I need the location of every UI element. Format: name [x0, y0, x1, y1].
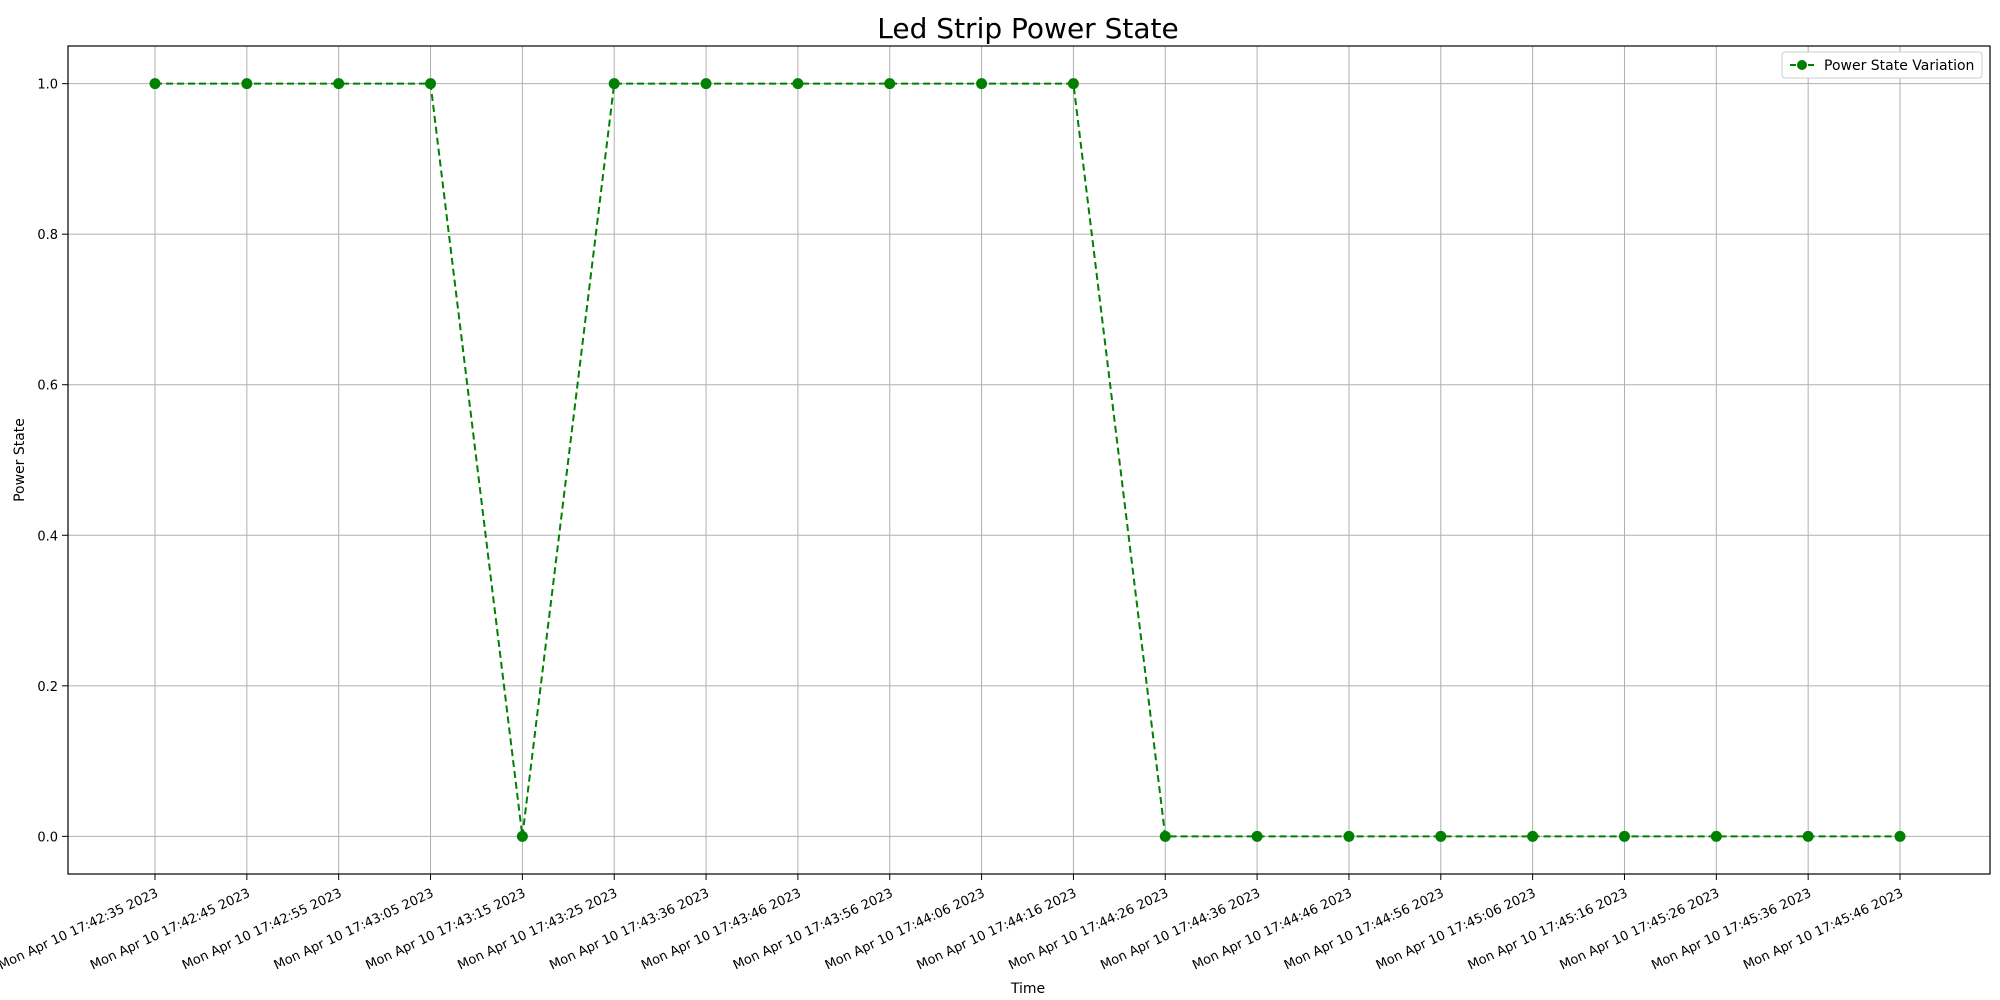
x-axis-label: Time [1010, 981, 1045, 997]
data-point [1618, 830, 1630, 842]
x-tick-label: Mon Apr 10 17:43:15 2023 [364, 886, 528, 973]
x-tick-label: Mon Apr 10 17:44:56 2023 [1282, 886, 1446, 973]
legend-label: Power State Variation [1824, 58, 1974, 74]
legend-marker [1797, 60, 1807, 70]
x-tick-label: Mon Apr 10 17:45:06 2023 [1374, 886, 1538, 973]
x-tick-label: Mon Apr 10 17:44:06 2023 [823, 886, 987, 973]
y-tick-label: 0.8 [37, 228, 58, 243]
x-tick-label: Mon Apr 10 17:43:56 2023 [731, 886, 895, 973]
data-point [1527, 830, 1539, 842]
legend-box [1781, 51, 1983, 79]
data-point [1435, 830, 1447, 842]
y-tick-label: 0.4 [37, 529, 58, 544]
x-tick-label: Mon Apr 10 17:43:46 2023 [639, 886, 803, 973]
y-tick-label: 0.2 [37, 680, 58, 695]
data-point [608, 78, 620, 90]
series-line [155, 82, 1900, 838]
x-tick-label: Mon Apr 10 17:42:35 2023 [0, 886, 161, 973]
legend: Power State Variation [1781, 51, 1983, 79]
data-point [1894, 830, 1906, 842]
data-point [976, 78, 988, 90]
y-axis: 0.0 0.2 0.4 0.6 0.8 1.0 [37, 78, 68, 845]
y-tick-label: 1.0 [37, 78, 58, 93]
grid [68, 46, 1990, 874]
x-tick-label: Mon Apr 10 17:44:16 2023 [915, 886, 1079, 973]
data-point [1343, 830, 1355, 842]
x-tick-label: Mon Apr 10 17:42:45 2023 [88, 886, 252, 973]
y-axis-label: Power State [12, 418, 28, 502]
x-tick-label: Mon Apr 10 17:43:36 2023 [547, 886, 711, 973]
data-point [241, 78, 253, 90]
x-tick-label: Mon Apr 10 17:45:46 2023 [1741, 886, 1905, 973]
x-tick-label: Mon Apr 10 17:45:26 2023 [1558, 886, 1722, 973]
data-point [425, 78, 437, 90]
y-tick-label: 0.0 [37, 830, 58, 845]
data-point [1159, 830, 1171, 842]
data-point [149, 78, 161, 90]
data-point [1710, 830, 1722, 842]
x-tick-label: Mon Apr 10 17:44:26 2023 [1007, 886, 1171, 973]
data-point [516, 830, 528, 842]
x-tick-label: Mon Apr 10 17:44:46 2023 [1190, 886, 1354, 973]
data-point [884, 78, 896, 90]
x-tick-label: Mon Apr 10 17:44:36 2023 [1098, 886, 1262, 973]
data-point [700, 78, 712, 90]
series-layer [149, 78, 1906, 842]
x-tick-label: Mon Apr 10 17:45:36 2023 [1649, 886, 1813, 973]
data-point [1802, 830, 1814, 842]
y-tick-label: 0.6 [37, 379, 58, 394]
plot-frame [67, 45, 1991, 875]
chart-title: Led Strip Power State [877, 12, 1178, 45]
data-point [792, 78, 804, 90]
x-tick-label: Mon Apr 10 17:43:25 2023 [455, 886, 619, 973]
x-tick-label: Mon Apr 10 17:45:16 2023 [1466, 886, 1630, 973]
data-point [1067, 78, 1079, 90]
data-point [1251, 830, 1263, 842]
x-tick-label: Mon Apr 10 17:43:05 2023 [272, 886, 436, 973]
data-point [333, 78, 345, 90]
x-tick-label: Mon Apr 10 17:42:55 2023 [180, 886, 344, 973]
